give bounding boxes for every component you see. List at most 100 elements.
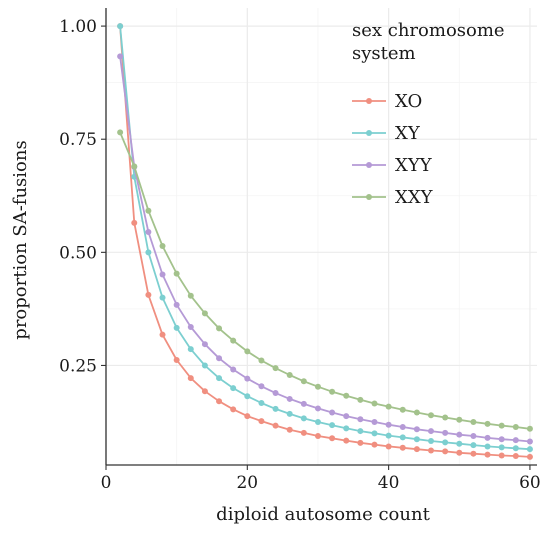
data-point-xy [187, 346, 194, 353]
data-point-xy [300, 415, 307, 422]
data-point-xxy [300, 378, 307, 385]
data-point-xyy [428, 428, 435, 435]
data-point-xxy [512, 423, 519, 430]
data-point-xyy [244, 375, 251, 382]
data-point-xo [385, 443, 392, 450]
data-point-xxy [201, 310, 208, 317]
x-tick-label: 60 [519, 473, 541, 493]
data-point-xo [512, 452, 519, 459]
data-point-xo [159, 331, 166, 338]
data-point-xy [442, 439, 449, 446]
data-point-xy [258, 400, 265, 407]
data-point-xo [413, 446, 420, 453]
data-point-xxy [413, 409, 420, 416]
data-point-xo [131, 219, 138, 226]
data-point-xyy [173, 301, 180, 308]
x-tick-label: 20 [236, 473, 258, 493]
data-point-xo [456, 449, 463, 456]
legend-title: sex chromosome [352, 20, 505, 41]
series-line-xo [119, 26, 530, 458]
data-point-xy [314, 419, 321, 426]
legend-key-point-xy [366, 130, 372, 136]
axes: 0 20 40 60 0.25 0.50 0.75 1.00 [59, 8, 541, 493]
data-point-xy [173, 324, 180, 331]
legend-key-point-xxy [366, 194, 372, 200]
data-point-xo [526, 453, 533, 460]
data-point-xxy [244, 348, 251, 355]
data-point-xyy [385, 421, 392, 428]
data-point-xo [201, 388, 208, 395]
data-point-xy [230, 385, 237, 392]
data-point-xxy [526, 425, 533, 432]
data-point-xxy [314, 383, 321, 390]
data-point-xy [201, 362, 208, 369]
data-point-xxy [131, 163, 138, 170]
data-point-xy [385, 432, 392, 439]
data-point-xyy [286, 395, 293, 402]
legend-label-xyy: XYY [395, 155, 433, 176]
y-tick-label: 0.25 [59, 356, 97, 376]
data-point-xyy [329, 409, 336, 416]
x-tick-label: 40 [378, 473, 400, 493]
legend-key-point-xo [366, 98, 372, 104]
legend-label-xo: XO [395, 91, 422, 112]
data-point-xo [258, 418, 265, 425]
data-point-xy [428, 438, 435, 445]
y-tick-label: 0.75 [59, 130, 97, 150]
data-point-xxy [456, 416, 463, 423]
data-point-xyy [272, 390, 279, 397]
data-point-xyy [216, 355, 223, 362]
data-point-xo [343, 437, 350, 444]
data-point-xy [357, 428, 364, 435]
data-point-xxy [329, 388, 336, 395]
data-point-xxy [357, 396, 364, 403]
data-point-xxy [272, 365, 279, 372]
data-point-xyy [399, 423, 406, 430]
data-point-xxy [399, 406, 406, 413]
data-point-xyy [258, 383, 265, 390]
y-tick-label: 0.50 [59, 243, 97, 263]
data-point-xxy [371, 400, 378, 407]
data-point-xy [456, 440, 463, 447]
data-point-xxy [498, 422, 505, 429]
data-point-xyy [159, 271, 166, 278]
data-point-xyy [357, 416, 364, 423]
data-point-xo [216, 398, 223, 405]
x-axis-title: diploid autosome count [216, 504, 430, 525]
data-point-xo [286, 426, 293, 433]
legend-key-point-xyy [366, 162, 372, 168]
data-point-xyy [456, 431, 463, 438]
data-point-xxy [343, 392, 350, 399]
legend-label-xy: XY [395, 123, 421, 144]
data-point-xy [272, 405, 279, 412]
data-point-xy [470, 442, 477, 449]
data-point-xxy [187, 292, 194, 299]
data-point-xy [216, 375, 223, 382]
data-point-xo [399, 444, 406, 451]
data-point-xo [442, 448, 449, 455]
data-point-xyy [371, 419, 378, 426]
data-point-xyy [145, 228, 152, 235]
data-point-xxy [286, 371, 293, 378]
data-point-xxy [442, 414, 449, 421]
data-point-xy [413, 436, 420, 443]
gridlines [105, 8, 537, 465]
series-layer [117, 23, 533, 460]
series-line-xxy [119, 132, 531, 430]
data-point-xo [272, 422, 279, 429]
data-point-xyy [442, 429, 449, 436]
data-point-xyy [470, 433, 477, 440]
data-point-xyy [343, 413, 350, 420]
data-point-xo [484, 451, 491, 458]
y-axis-title: proportion SA-fusions [10, 140, 31, 339]
y-tick-label: 1.00 [59, 17, 97, 37]
data-point-xxy [385, 403, 392, 410]
data-point-xyy [117, 53, 124, 60]
data-point-xy [159, 294, 166, 301]
data-point-xy [117, 23, 124, 30]
data-point-xy [244, 393, 251, 400]
series-line-xy [119, 26, 530, 451]
data-point-xy [526, 446, 533, 453]
series-line-xyy [119, 56, 530, 443]
